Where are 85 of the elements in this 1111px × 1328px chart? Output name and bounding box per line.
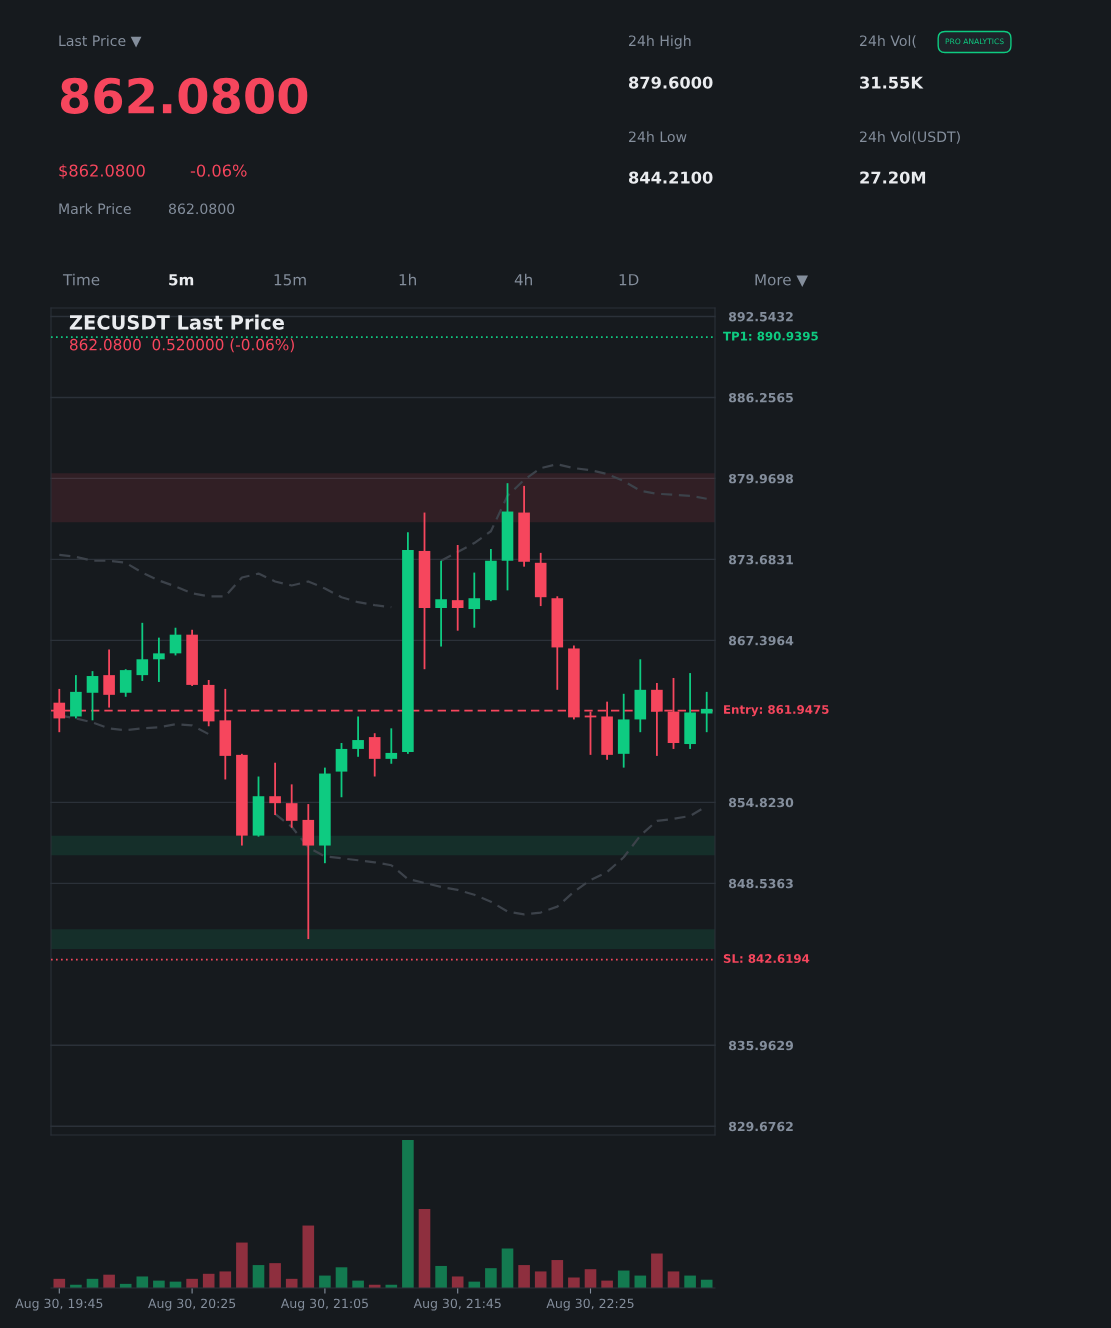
x-tick-label: Aug 30, 20:25 <box>148 1298 236 1311</box>
y-tick-label: 835.9629 <box>728 1040 794 1051</box>
bar <box>568 1277 580 1288</box>
candlestick <box>385 727 398 765</box>
bar <box>501 1248 514 1288</box>
candlestick <box>451 544 464 632</box>
candlestick <box>269 761 281 816</box>
text: $862.0800 <box>59 164 145 179</box>
text: 862.0800 0.520000 (-0.06%) <box>69 338 294 353</box>
text: 4h <box>514 273 532 286</box>
bar <box>684 1275 696 1288</box>
y-tick-label: 886.2565 <box>728 392 793 403</box>
candlestick <box>119 668 132 698</box>
bar <box>617 1270 630 1288</box>
candlestick <box>103 648 115 709</box>
candlestick <box>169 626 182 657</box>
candlestick <box>335 742 348 799</box>
text: 24h Low <box>629 131 687 143</box>
bar <box>584 1269 597 1288</box>
bar <box>634 1275 647 1288</box>
candlestick <box>700 690 713 734</box>
bar <box>252 1265 265 1288</box>
candlestick <box>435 559 447 648</box>
chart-title: ZECUSDT Last Price <box>69 314 284 330</box>
text: More ▼ <box>755 274 809 288</box>
bar <box>485 1268 497 1288</box>
y-tick-label: 879.9698 <box>728 473 794 484</box>
x-tick-label: Aug 30, 21:05 <box>280 1298 368 1311</box>
bar <box>136 1276 149 1288</box>
y-tick-label: 854.8230 <box>728 797 794 808</box>
bar <box>53 1278 66 1288</box>
candlestick <box>368 732 381 778</box>
bar <box>534 1271 547 1288</box>
x-tick-label: Aug 30, 21:45 <box>413 1298 501 1311</box>
x-tick-label: Aug 30, 22:25 <box>546 1298 634 1311</box>
bar <box>651 1253 663 1288</box>
text: 879.6000 <box>628 76 713 89</box>
text: 5m <box>169 274 194 286</box>
text: 862.0800 <box>168 203 235 215</box>
bar <box>518 1265 530 1288</box>
text: Last Price ▼ <box>59 35 142 48</box>
bar <box>435 1265 447 1288</box>
text: 844.2100 <box>628 171 713 184</box>
bar <box>219 1271 232 1288</box>
bar <box>186 1278 198 1288</box>
text: 24h Vol( <box>860 35 916 48</box>
text: 1D <box>619 274 639 286</box>
text: 24h Vol(USDT) <box>860 131 960 144</box>
bar <box>319 1275 331 1288</box>
ref-line-label: SL: 842.6194 <box>723 954 810 963</box>
bar <box>285 1278 298 1288</box>
y-tick-label: 848.5363 <box>728 878 793 889</box>
bar <box>202 1273 215 1288</box>
y-tick-label: 867.3964 <box>728 635 794 646</box>
candlestick <box>136 621 149 682</box>
bar <box>302 1225 315 1288</box>
ref-line-label: TP1: 890.9395 <box>723 331 818 341</box>
candlestick <box>86 670 99 722</box>
text: Mark Price <box>59 203 131 215</box>
text: 1h <box>399 273 416 286</box>
y-tick-label: 873.6831 <box>728 554 793 565</box>
text: Time <box>62 273 100 286</box>
bar <box>269 1263 281 1288</box>
text: 31.55K <box>860 76 924 89</box>
candlestick <box>153 636 165 683</box>
text: 24h High <box>629 35 691 49</box>
candlestick <box>285 783 298 829</box>
bar <box>335 1267 348 1288</box>
candlestick <box>468 571 481 629</box>
text: -0.06% <box>190 164 247 177</box>
bar <box>418 1208 431 1288</box>
bar <box>402 1140 414 1288</box>
text: 27.20M <box>860 171 926 184</box>
ref-line-label: Entry: 861.9475 <box>724 704 829 717</box>
bar <box>103 1274 115 1288</box>
bar <box>667 1271 680 1288</box>
y-tick-label: 892.5432 <box>728 311 793 322</box>
bar <box>236 1242 248 1288</box>
x-tick-label: Aug 30, 19:45 <box>15 1298 103 1311</box>
text: 862.0800 <box>60 77 308 114</box>
text: 15m <box>274 274 306 286</box>
candlestick <box>352 715 364 758</box>
bar <box>551 1260 564 1288</box>
bar <box>451 1276 464 1288</box>
y-tick-label: 829.6762 <box>728 1121 793 1132</box>
